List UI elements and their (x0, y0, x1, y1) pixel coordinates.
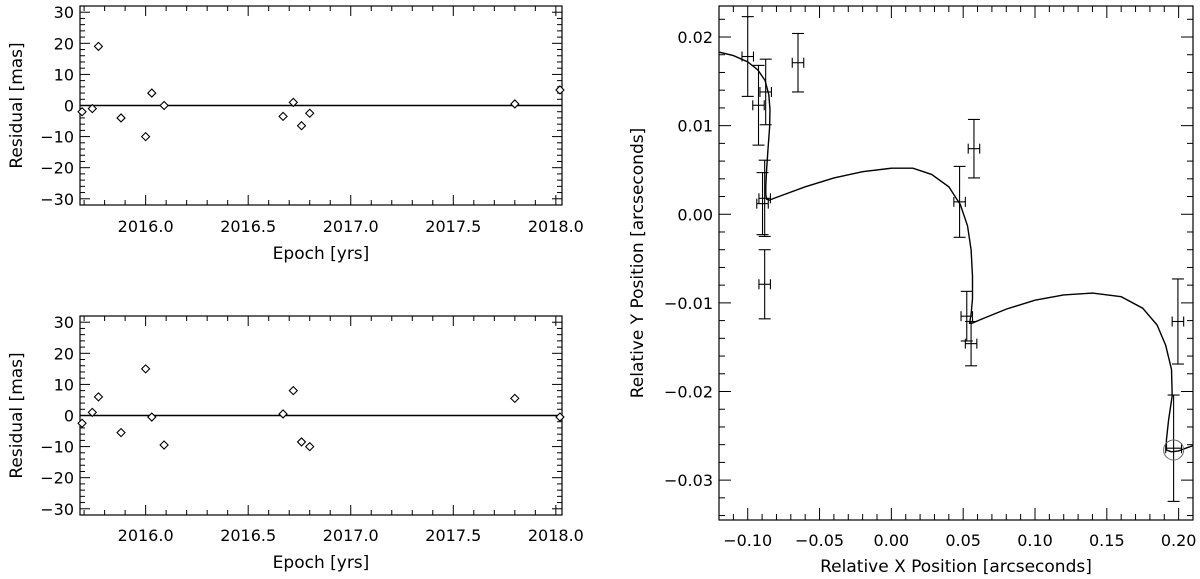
x-tick-label: 0.05 (945, 531, 981, 550)
data-point-marker (93, 41, 104, 52)
x-tick-label: 2017.5 (425, 217, 481, 236)
x-axis-title: Relative X Position [arcseconds] (820, 557, 1092, 577)
data-point-marker (140, 364, 151, 374)
data-point-marker (296, 120, 307, 131)
data-point-marker (288, 97, 299, 108)
data-point-marker (87, 103, 98, 114)
x-tick-label: 0.00 (874, 531, 910, 550)
chart-panel-1: 2016.0 2016.5 2017.0 2017.5 2018.0 30 20 10 0 −10… (7, 3, 584, 264)
y-tick-label: 0 (64, 97, 74, 116)
data-point-marker (93, 392, 104, 402)
measurement-errorbar (791, 32, 805, 93)
chart-panel-2: 2016.0 2016.5 2017.0 2017.5 2018.0 30 20 10 0 −10… (7, 313, 584, 573)
y-tick-label: 30 (54, 313, 74, 332)
plot-frame (718, 5, 1194, 521)
data-point-marker (116, 427, 126, 438)
y-tick-label: 0.00 (677, 205, 713, 224)
y-tick-label: −0.01 (664, 294, 713, 313)
data-point-marker (278, 409, 288, 419)
data-point-marker (116, 113, 126, 123)
x-tick-label: 2016.5 (220, 217, 276, 236)
data-point-marker (77, 106, 87, 117)
x-tick-label: 2016.5 (220, 526, 276, 545)
x-tick-label: 2018.0 (528, 526, 584, 545)
y-tick-label: 20 (54, 344, 74, 363)
y-tick-label: 0.01 (677, 117, 713, 136)
y-tick-label: 0 (64, 407, 74, 426)
y-axis-title: Residual [mas] (7, 352, 27, 478)
x-tick-label: −0.05 (795, 531, 844, 550)
x-tick-label: 2017.0 (323, 526, 379, 545)
data-point-marker (510, 393, 520, 404)
x-tick-label: 2017.5 (425, 526, 481, 545)
data-point-marker (159, 440, 169, 450)
y-tick-label: −30 (40, 500, 74, 519)
chart-panel-3: −0.10 −0.05 0.00 0.05 0.10 0.15 0.20 0.02 0.01 0.… (628, 5, 1197, 577)
data-point-marker (77, 418, 87, 429)
y-tick-label: −20 (40, 469, 74, 488)
x-axis-title: Epoch [yrs] (273, 553, 370, 573)
data-point-marker (296, 437, 307, 447)
data-point-marker (140, 131, 151, 142)
data-point-marker (147, 88, 157, 98)
measurement-errorbar (967, 118, 981, 179)
measurement-errorbar (759, 58, 772, 126)
x-axis-title: Epoch [yrs] (273, 244, 370, 264)
measurement-errorbar (752, 64, 765, 146)
measurement-errorbar (1171, 278, 1185, 365)
measurement-errorbar (756, 172, 769, 236)
measurement-errorbar (758, 249, 771, 320)
y-axis-title: Relative Y Position [arcseconds] (628, 128, 648, 398)
measurement-errorbar (741, 16, 755, 97)
y-tick-label: 30 (54, 3, 74, 22)
x-tick-label: 0.20 (1161, 531, 1197, 550)
measurement-errorbar (964, 320, 978, 367)
x-tick-label: 2016.0 (118, 217, 174, 236)
y-tick-label: −20 (40, 159, 74, 178)
measurement-errorbar (758, 159, 771, 237)
orbit-track-line (719, 51, 1193, 453)
x-tick-label: 0.10 (1017, 531, 1053, 550)
data-point-marker (147, 412, 157, 422)
data-point-marker (304, 108, 315, 119)
x-tick-label: −0.10 (723, 531, 772, 550)
x-tick-label: 2017.0 (323, 217, 379, 236)
y-tick-label: −0.02 (664, 383, 713, 402)
data-point-marker (87, 407, 98, 418)
x-tick-label: 2016.0 (118, 526, 174, 545)
data-point-marker (288, 385, 299, 396)
y-tick-label: 10 (54, 375, 74, 394)
y-tick-label: 0.02 (677, 28, 713, 47)
x-tick-label: 0.15 (1089, 531, 1125, 550)
reference-epoch-circle (1163, 439, 1185, 461)
y-tick-label: −0.03 (664, 471, 713, 490)
data-point-marker (510, 99, 520, 109)
data-point-marker (278, 111, 288, 122)
y-tick-label: −30 (40, 190, 74, 209)
data-point-marker (159, 100, 169, 111)
measurement-errorbar (1165, 394, 1183, 502)
y-tick-label: −10 (40, 128, 74, 147)
y-tick-label: 10 (54, 65, 74, 84)
data-point-marker (555, 412, 565, 422)
measurement-errorbar (953, 165, 966, 238)
data-point-marker (555, 85, 565, 95)
y-axis-title: Residual [mas] (7, 42, 27, 168)
y-tick-label: −10 (40, 438, 74, 457)
data-point-marker (304, 441, 315, 452)
y-tick-label: 20 (54, 34, 74, 53)
x-tick-label: 2018.0 (528, 217, 584, 236)
